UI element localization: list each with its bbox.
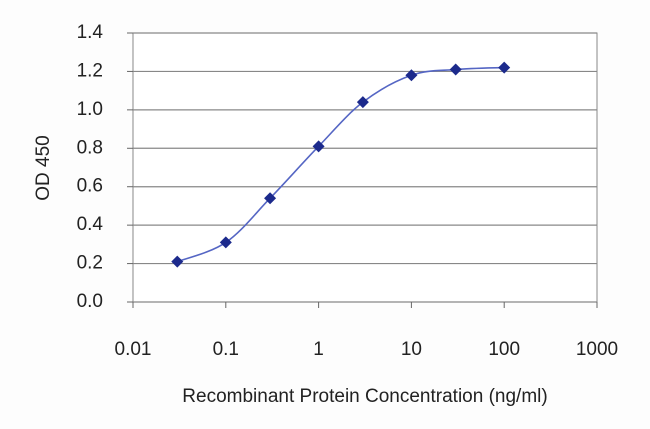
x-tick-label: 100 [488,339,520,360]
y-tick-label: 1.0 [77,99,103,120]
x-tick-label: 0.01 [115,339,152,360]
data-point [219,236,232,249]
y-axis-label: OD 450 [33,135,54,200]
plot-area [132,32,598,303]
y-tick-label: 0.0 [77,291,103,312]
data-point [312,140,325,153]
data-point [449,63,462,76]
data-point [264,192,277,205]
x-axis-label: Recombinant Protein Concentration (ng/ml… [182,386,547,407]
y-tick-label: 1.2 [77,60,103,81]
y-tick-label: 1.4 [77,22,104,43]
y-tick-label: 0.4 [77,214,104,235]
x-tick-label: 1 [313,339,324,360]
x-tick-label: 1000 [576,339,618,360]
y-tick-label: 0.6 [77,176,103,197]
y-tick-label: 0.8 [77,137,103,158]
data-point [171,255,184,268]
x-tick-label: 0.1 [213,339,239,360]
data-point [498,61,511,74]
y-tick-label: 0.2 [77,253,103,274]
data-point [356,96,369,109]
x-tick-label: 10 [401,339,422,360]
data-point [405,69,418,82]
